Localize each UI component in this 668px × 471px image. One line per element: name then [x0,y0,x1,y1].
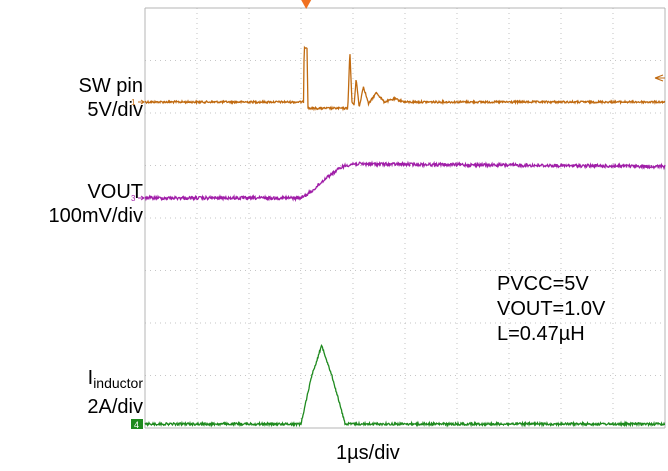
vout-label-scale: 100mV/div [48,205,144,227]
channel-arrow-icon [138,99,145,105]
grid-lines [144,0,666,429]
sw-label-name: SW pin [78,75,143,97]
inductor-current-label-name: Iinductor [87,366,143,395]
sw-label-scale: 5V/div [87,99,143,121]
note-vout: VOUT=1.0V [497,298,606,320]
inductor-current-symbol: I [87,367,94,389]
time-scale-label: 1µs/div [336,442,400,464]
channel-4-number: 4 [134,420,139,430]
note-pvcc: PVCC=5V [497,273,589,295]
trigger-marker-icon [301,0,312,9]
channel-3-number: 3 [131,194,136,203]
channel-markers: 1 3 4 [131,98,145,430]
offset-arrow-icon [654,74,665,82]
inductor-current-label: Iinductor 2A/div [87,366,143,419]
channel-arrow-icon [138,195,145,201]
channel-1-number: 1 [131,98,136,107]
inductor-current-trace [144,344,666,428]
vout-label-name: VOUT [87,181,143,203]
sw-label: SW pin 5V/div [79,74,143,122]
traces [144,45,666,428]
channel-4-marker-icon [131,419,143,429]
inductor-current-label-scale: 2A/div [87,396,143,418]
vout-trace [144,160,666,203]
conditions-note: PVCC=5V VOUT=1.0V L=0.47µH [497,272,605,347]
vout-label: VOUT 100mV/div [49,180,144,228]
note-inductance: L=0.47µH [497,323,585,345]
inductor-current-subscript: inductor [93,375,143,391]
sw-trace [144,45,666,112]
